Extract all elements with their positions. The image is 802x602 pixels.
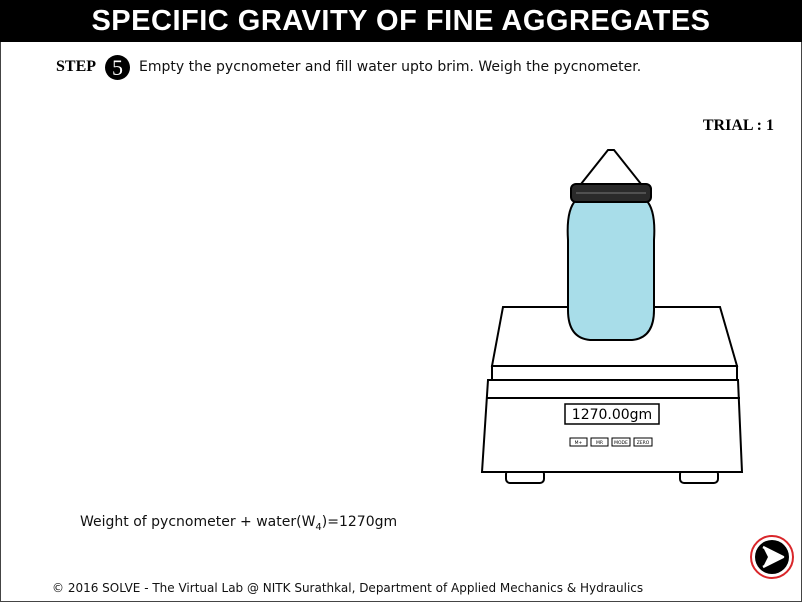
step-text: Empty the pycnometer and fill water upto… xyxy=(139,59,642,75)
footer-copyright: © 2016 SOLVE - The Virtual Lab @ NITK Su… xyxy=(52,581,644,595)
mr-button-label: MR xyxy=(596,440,603,446)
zero-button-label: ZERO xyxy=(637,440,650,446)
result-prefix: Weight of pycnometer + water(W xyxy=(80,514,316,530)
mplus-button-label: M+ xyxy=(575,440,583,446)
pycnometer xyxy=(566,149,656,341)
step-label: STEP xyxy=(56,58,97,75)
mplus-button[interactable] xyxy=(569,437,588,447)
weighing-balance xyxy=(480,306,744,484)
result-text: Weight of pycnometer + water(W4)=1270gm xyxy=(80,514,397,533)
balance-buttons: M+ MR MODE ZERO xyxy=(569,437,653,447)
result-subscript: 4 xyxy=(315,521,322,533)
balance-display xyxy=(564,403,660,425)
balance-reading: 1270.00gm xyxy=(572,407,652,423)
water-fill xyxy=(566,199,656,341)
balance-scene: 1270.00gm M+ MR MODE ZERO xyxy=(480,149,744,484)
next-button[interactable] xyxy=(749,534,795,580)
zero-button[interactable] xyxy=(633,437,653,447)
trial-label: TRIAL : 1 xyxy=(702,117,774,134)
mr-button[interactable] xyxy=(590,437,609,447)
mode-button-label: MODE xyxy=(614,440,628,446)
step-number-badge: 5 xyxy=(105,54,131,80)
mode-button[interactable] xyxy=(611,437,631,447)
step-instruction: STEP 5 Empty the pycnometer and fill wat… xyxy=(56,54,641,80)
next-arrow-icon xyxy=(750,535,794,579)
result-suffix: )=1270gm xyxy=(321,514,398,530)
page-title: SPECIFIC GRAVITY OF FINE AGGREGATES xyxy=(0,0,802,42)
